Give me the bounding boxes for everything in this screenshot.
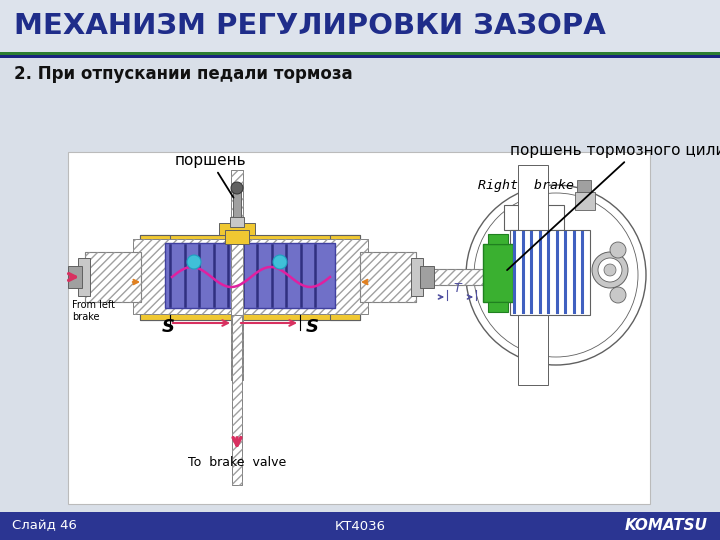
Bar: [233, 192, 241, 217]
Bar: [231, 170, 243, 380]
Text: поршень: поршень: [174, 152, 246, 198]
Bar: [140, 298, 360, 320]
Bar: [230, 217, 244, 227]
Bar: [577, 180, 591, 192]
Text: S: S: [306, 318, 319, 336]
Circle shape: [610, 287, 626, 303]
Bar: [232, 315, 242, 485]
Text: КТ4036: КТ4036: [335, 519, 385, 532]
Bar: [225, 230, 249, 244]
Circle shape: [610, 242, 626, 258]
Bar: [411, 258, 423, 296]
Bar: [575, 192, 595, 210]
Bar: [78, 258, 90, 296]
Text: S: S: [162, 318, 175, 336]
Bar: [68, 266, 82, 288]
Bar: [504, 205, 564, 230]
FancyArrowPatch shape: [363, 280, 367, 284]
Bar: [518, 165, 548, 385]
Text: To  brake  valve: To brake valve: [188, 456, 286, 469]
Bar: [232, 315, 242, 485]
Bar: [350, 262, 400, 292]
Bar: [68, 152, 650, 504]
Text: поршень тормозного цилиндра: поршень тормозного цилиндра: [507, 143, 720, 270]
Bar: [231, 170, 243, 380]
FancyArrowPatch shape: [438, 295, 442, 299]
Circle shape: [598, 258, 622, 282]
FancyArrowPatch shape: [68, 274, 76, 280]
Text: KOMATSU: KOMATSU: [625, 518, 708, 534]
Bar: [433, 269, 483, 285]
Circle shape: [273, 255, 287, 269]
Bar: [100, 262, 150, 292]
Text: 2. При отпускании педали тормоза: 2. При отпускании педали тормоза: [14, 65, 353, 83]
Bar: [133, 239, 368, 314]
Bar: [488, 234, 508, 244]
Bar: [0, 55, 720, 58]
Bar: [85, 252, 141, 302]
Bar: [165, 243, 335, 308]
Bar: [360, 252, 416, 302]
Bar: [360, 252, 416, 302]
Circle shape: [604, 264, 616, 276]
Circle shape: [466, 185, 646, 365]
FancyArrowPatch shape: [233, 437, 241, 446]
Bar: [140, 235, 170, 320]
Bar: [483, 244, 513, 302]
Bar: [133, 239, 368, 314]
Circle shape: [231, 182, 243, 194]
Circle shape: [592, 252, 628, 288]
Bar: [85, 252, 141, 302]
FancyArrowPatch shape: [132, 280, 138, 284]
Text: T: T: [453, 282, 461, 295]
Bar: [0, 52, 720, 55]
Bar: [488, 302, 508, 312]
Circle shape: [474, 193, 638, 357]
Bar: [0, 512, 720, 540]
Bar: [0, 58, 720, 512]
Text: МЕХАНИЗМ РЕГУЛИРОВКИ ЗАЗОРА: МЕХАНИЗМ РЕГУЛИРОВКИ ЗАЗОРА: [14, 12, 606, 40]
Text: Right  brake: Right brake: [478, 179, 574, 192]
Bar: [140, 235, 360, 270]
Text: From left
brake: From left brake: [72, 300, 115, 322]
Bar: [420, 266, 434, 288]
Bar: [433, 269, 483, 285]
Circle shape: [187, 255, 201, 269]
Text: Слайд 46: Слайд 46: [12, 519, 77, 532]
Bar: [330, 235, 360, 320]
Bar: [510, 230, 590, 315]
Bar: [0, 0, 720, 52]
Bar: [219, 223, 255, 235]
FancyArrowPatch shape: [467, 295, 472, 299]
